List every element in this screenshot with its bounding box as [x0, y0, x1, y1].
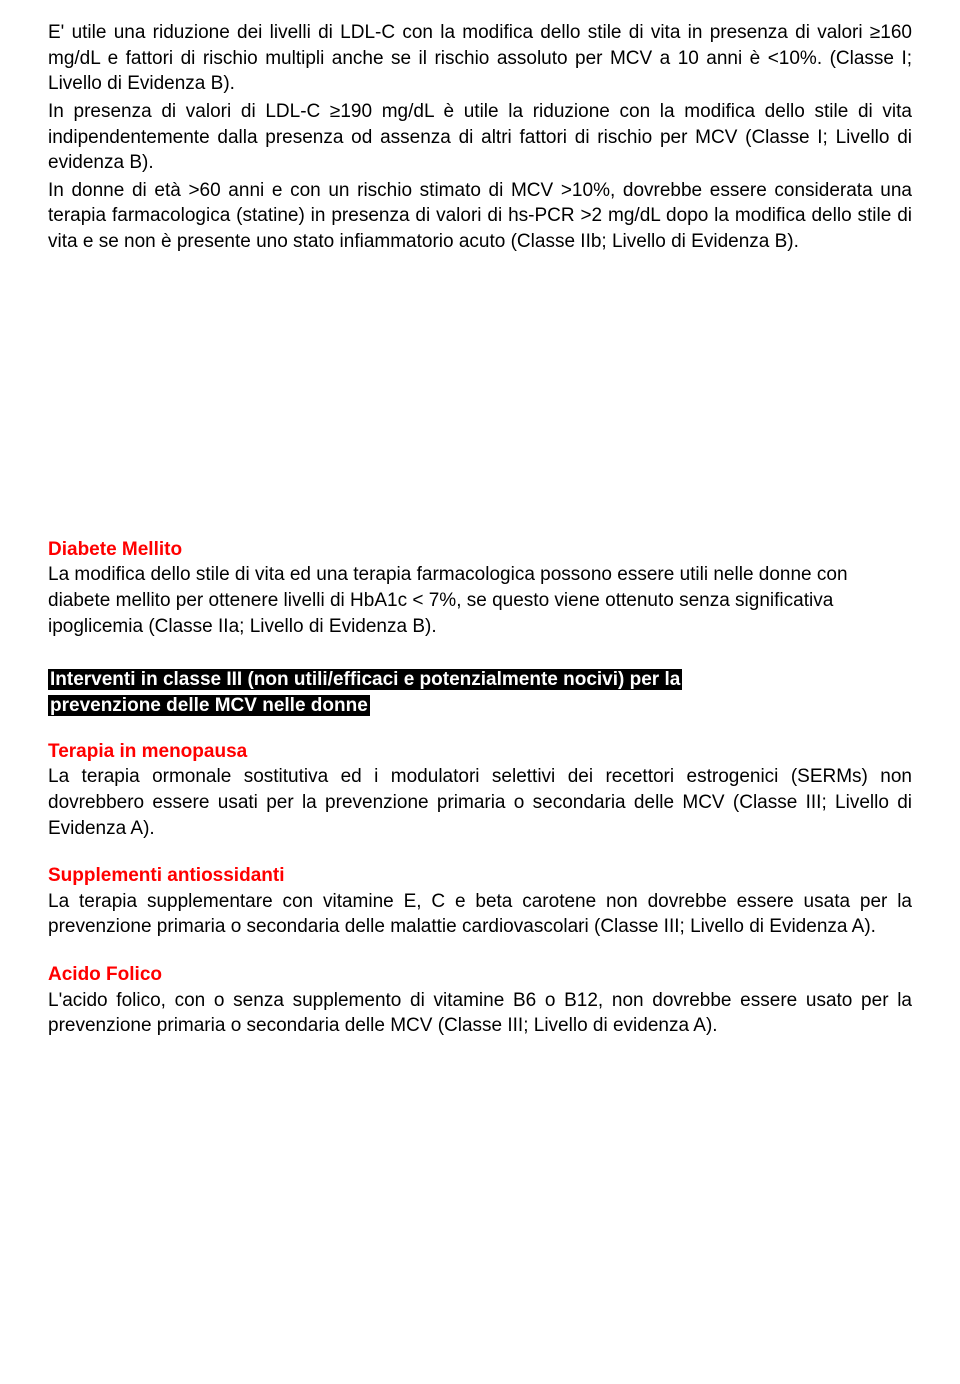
spacer [48, 641, 912, 667]
body-antiossidanti: La terapia supplementare con vitamine E,… [48, 891, 912, 938]
spacer [48, 257, 912, 537]
heading-antiossidanti: Supplementi antiossidanti [48, 865, 284, 886]
heading-class3: Interventi in classe III (non utili/effi… [48, 667, 912, 718]
spacer [48, 719, 912, 739]
heading-class3-line1: Interventi in classe III (non utili/effi… [48, 669, 682, 690]
paragraph-ldl-1: E' utile una riduzione dei livelli di LD… [48, 20, 912, 97]
heading-class3-line2: prevenzione delle MCV nelle donne [48, 695, 370, 716]
heading-menopausa: Terapia in menopausa [48, 741, 247, 762]
heading-folico: Acido Folico [48, 964, 162, 985]
paragraph-ldl-3: In donne di età >60 anni e con un rischi… [48, 178, 912, 255]
body-menopausa: La terapia ormonale sostitutiva ed i mod… [48, 766, 912, 838]
section-folico: Acido Folico L'acido folico, con o senza… [48, 962, 912, 1039]
section-antiossidanti: Supplementi antiossidanti La terapia sup… [48, 863, 912, 940]
section-diabete: Diabete Mellito La modifica dello stile … [48, 537, 912, 640]
heading-diabete: Diabete Mellito [48, 539, 182, 560]
spacer [48, 843, 912, 863]
section-menopausa: Terapia in menopausa La terapia ormonale… [48, 739, 912, 842]
body-diabete: La modifica dello stile di vita ed una t… [48, 564, 848, 636]
spacer [48, 942, 912, 962]
body-folico: L'acido folico, con o senza supplemento … [48, 990, 912, 1037]
paragraph-ldl-2: In presenza di valori di LDL-C ≥190 mg/d… [48, 99, 912, 176]
